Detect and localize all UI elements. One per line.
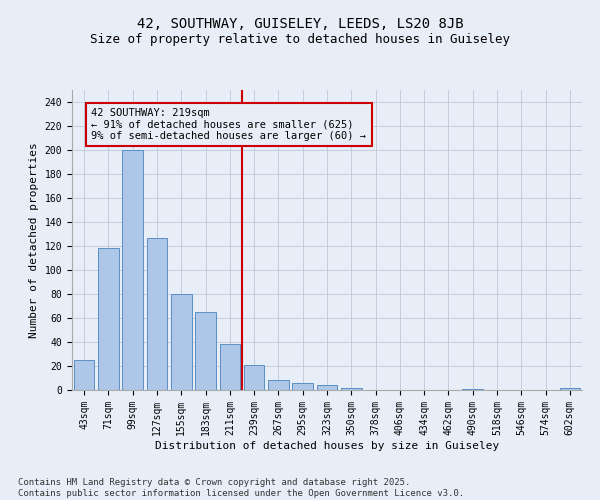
Bar bbox=[317, 385, 337, 390]
X-axis label: Distribution of detached houses by size in Guiseley: Distribution of detached houses by size … bbox=[155, 440, 499, 450]
Bar bbox=[292, 383, 313, 390]
Bar bbox=[220, 344, 240, 390]
Bar bbox=[560, 388, 580, 390]
Text: Size of property relative to detached houses in Guiseley: Size of property relative to detached ho… bbox=[90, 32, 510, 46]
Text: 42, SOUTHWAY, GUISELEY, LEEDS, LS20 8JB: 42, SOUTHWAY, GUISELEY, LEEDS, LS20 8JB bbox=[137, 18, 463, 32]
Bar bbox=[268, 380, 289, 390]
Bar bbox=[463, 389, 483, 390]
Bar bbox=[195, 312, 216, 390]
Bar bbox=[98, 248, 119, 390]
Bar bbox=[74, 360, 94, 390]
Text: Contains HM Land Registry data © Crown copyright and database right 2025.
Contai: Contains HM Land Registry data © Crown c… bbox=[18, 478, 464, 498]
Y-axis label: Number of detached properties: Number of detached properties bbox=[29, 142, 39, 338]
Bar bbox=[341, 388, 362, 390]
Bar bbox=[244, 365, 265, 390]
Bar bbox=[122, 150, 143, 390]
Bar bbox=[146, 238, 167, 390]
Bar bbox=[171, 294, 191, 390]
Text: 42 SOUTHWAY: 219sqm
← 91% of detached houses are smaller (625)
9% of semi-detach: 42 SOUTHWAY: 219sqm ← 91% of detached ho… bbox=[91, 108, 367, 141]
